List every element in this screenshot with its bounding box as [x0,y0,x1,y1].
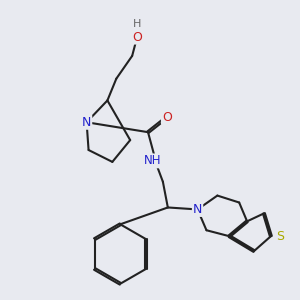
Text: O: O [162,111,172,124]
Text: O: O [132,31,142,44]
Text: N: N [82,116,91,129]
Text: S: S [276,230,284,243]
Text: H: H [133,19,141,29]
Text: N: N [193,203,202,216]
Text: NH: NH [144,154,162,167]
